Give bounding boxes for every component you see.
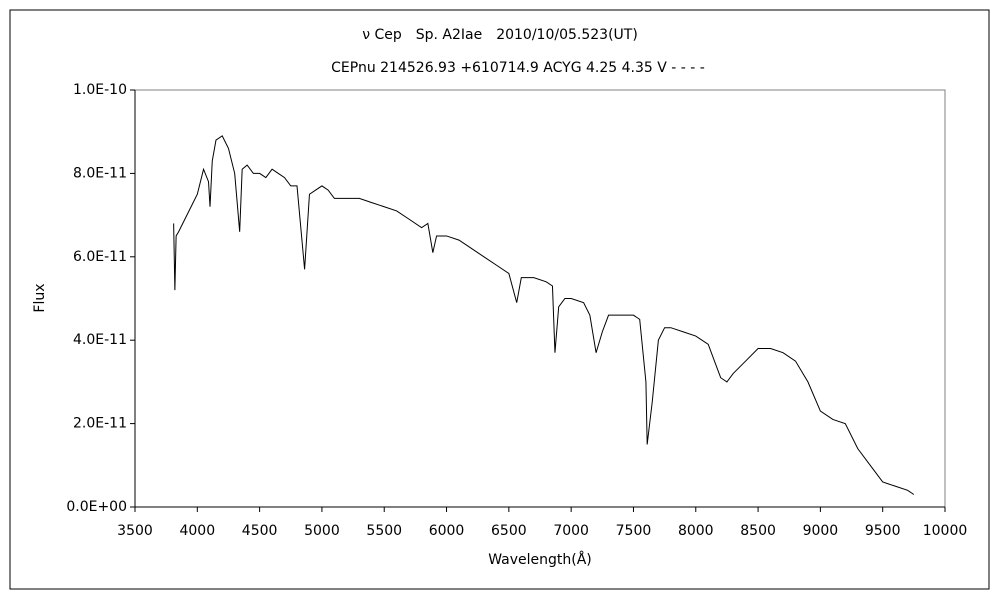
x-tick-label: 8500 [740, 523, 776, 539]
x-tick-label: 6000 [429, 523, 465, 539]
y-tick-label: 1.0E-10 [73, 82, 127, 98]
x-tick-label: 4000 [179, 523, 215, 539]
spectrum-line [173, 135, 915, 495]
y-tick-label: 4.0E-11 [73, 332, 127, 348]
x-tick-label: 7500 [616, 523, 652, 539]
x-tick-label: 7000 [553, 523, 589, 539]
y-axis-label: Flux [32, 283, 48, 312]
x-tick-label: 4500 [242, 523, 278, 539]
y-tick-label: 6.0E-11 [73, 249, 127, 265]
chart-title: ν Cep Sp. A2Iae 2010/10/05.523(UT) [362, 27, 638, 43]
x-tick-label: 10000 [923, 523, 968, 539]
x-axis-label: Wavelength(Å) [488, 551, 592, 568]
x-tick-label: 9000 [803, 523, 839, 539]
x-tick-label: 6500 [491, 523, 527, 539]
x-tick-label: 8000 [678, 523, 714, 539]
x-tick-label: 5000 [304, 523, 340, 539]
y-tick-label: 8.0E-11 [73, 165, 127, 181]
y-tick-label: 0.0E+00 [66, 499, 127, 515]
chart-subtitle: CEPnu 214526.93 +610714.9 ACYG 4.25 4.35… [331, 60, 705, 76]
y-tick-label: 2.0E-11 [73, 416, 127, 432]
x-tick-label: 9500 [865, 523, 901, 539]
chart-frame [9, 9, 990, 590]
x-tick-label: 3500 [117, 523, 153, 539]
x-tick-label: 5500 [366, 523, 402, 539]
